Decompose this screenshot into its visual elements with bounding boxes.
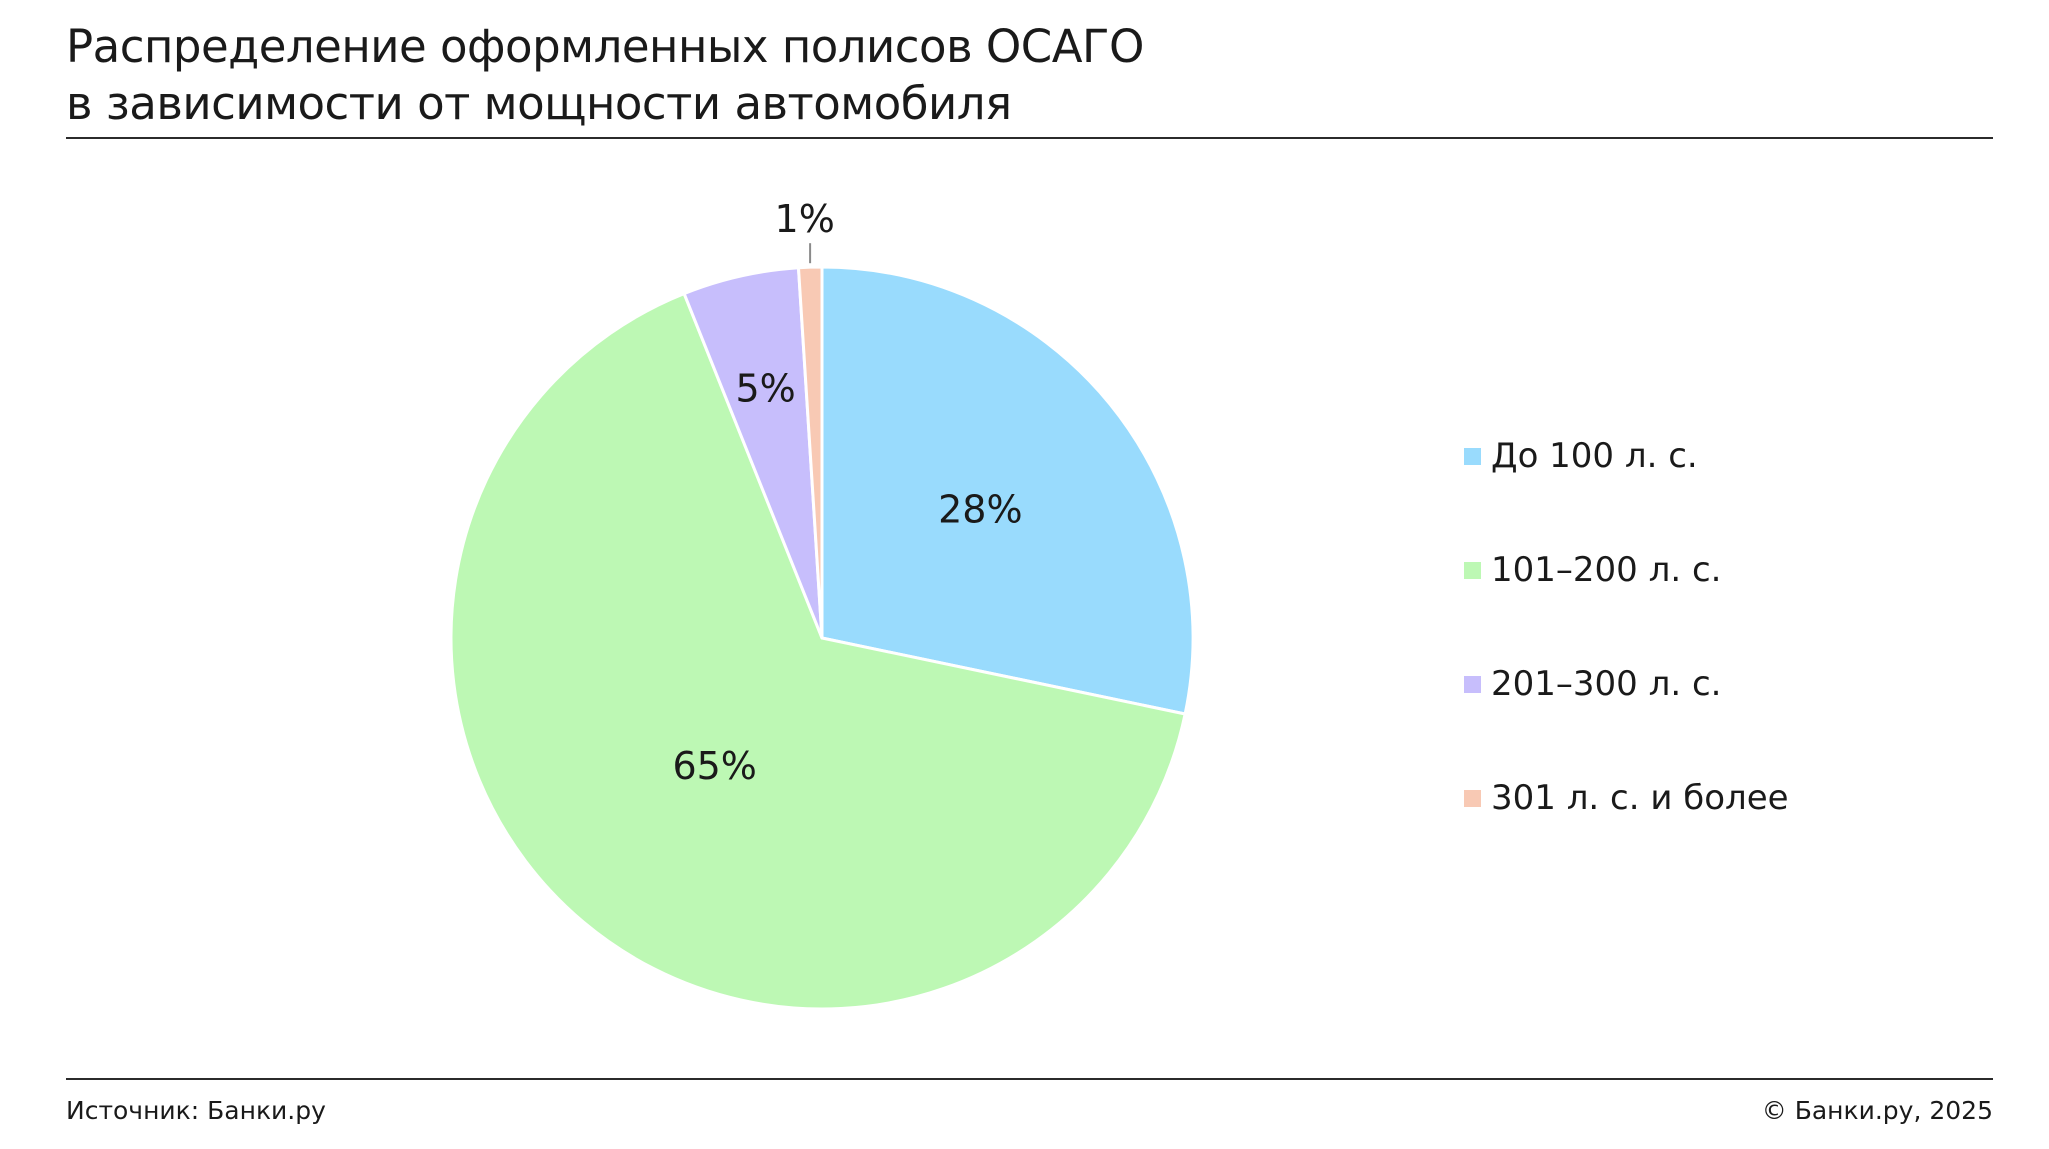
slice-label-1: 28% [938,487,1022,531]
slice-label-2: 65% [672,744,756,788]
pie-slice-1 [820,265,1195,716]
legend-swatch-1 [1464,447,1481,465]
chart-title-line-1: Распределение оформленных полисов ОСАГО [66,20,1144,73]
legend-swatch-4 [1464,789,1481,807]
legend-label-2: 101–200 л. с. [1491,550,1722,590]
legend-item-4: 301 л. с. и более [1464,778,1789,818]
top-divider [66,137,1993,139]
chart-title-line-2: в зависимости от мощности автомобиля [66,77,1012,130]
slice-label-3: 5% [735,366,795,410]
pie-slice-4 [796,265,824,640]
chart-title: Распределение оформленных полисов ОСАГО … [66,18,1144,132]
bottom-divider [66,1078,1993,1080]
legend-item-1: До 100 л. с. [1464,436,1698,476]
copyright-note: © Банки.ру, 2025 [1761,1096,1993,1125]
legend-label-1: До 100 л. с. [1491,436,1698,476]
legend-label-4: 301 л. с. и более [1491,778,1789,818]
legend-swatch-2 [1464,561,1481,579]
legend-label-3: 201–300 л. с. [1491,664,1722,704]
legend-item-2: 101–200 л. с. [1464,550,1721,590]
legend-item-3: 201–300 л. с. [1464,664,1721,704]
legend-swatch-3 [1464,675,1481,693]
slice-label-4: 1% [775,197,835,241]
pie-slice-2 [449,292,1187,1011]
source-note: Источник: Банки.ру [66,1096,326,1125]
